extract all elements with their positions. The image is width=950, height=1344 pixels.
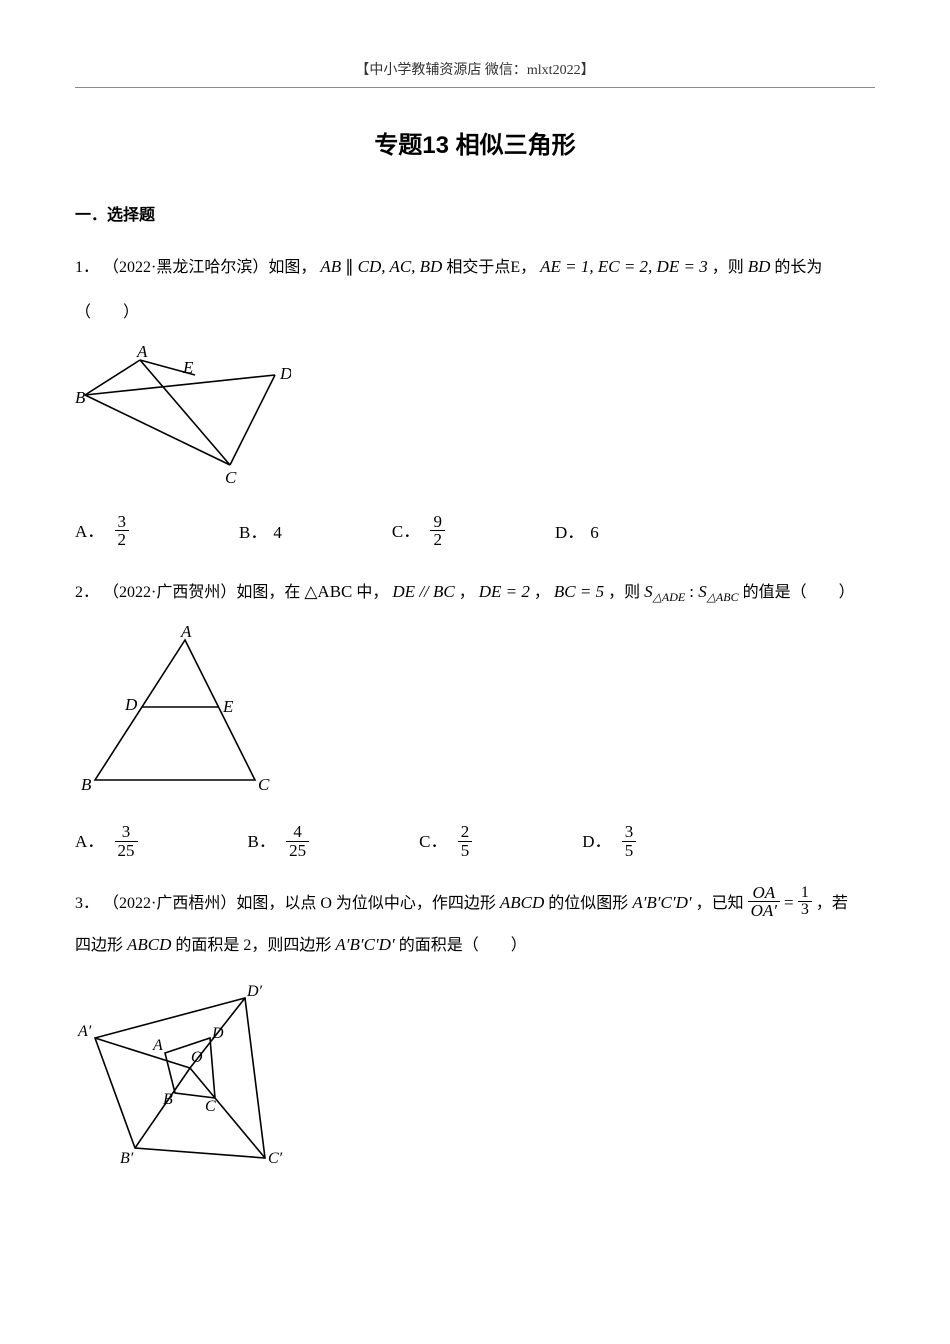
p2-mid1: 中， (356, 584, 388, 601)
problem-1: 1． （2022·黑龙江哈尔滨）如图， AB ∥ CD, AC, BD 相交于点… (75, 248, 875, 331)
choice-1D: D．6 (555, 520, 599, 546)
figure-1: A B C D E (75, 345, 875, 493)
p2-cond1: DE // BC (392, 582, 454, 601)
fig2-E: E (222, 697, 234, 716)
p3-source: （2022·广西梧州）如图，以点 O 为位似中心，作四边形 (103, 895, 500, 912)
figure-3-svg: A B C D O A′ B′ C′ D′ (75, 978, 305, 1168)
p2-tail2: 的值是（ ） (743, 584, 855, 601)
p2-sep1: ， (459, 584, 475, 601)
choice-1A: A． 32 (75, 515, 129, 552)
fig2-A: A (180, 625, 192, 641)
page-header: 【中小学教辅资源店 微信：mlxt2022】 (75, 60, 875, 88)
choice-1B: B．4 (239, 520, 282, 546)
choice-2D: D． 35 (582, 825, 636, 862)
choice-2B: B． 425 (248, 825, 310, 862)
p3-line2b: 的面积是 2，则四边形 (175, 937, 335, 954)
choice-2A: A． 325 (75, 825, 138, 862)
p3-mid2: ，已知 (696, 895, 744, 912)
p2-number: 2． (75, 584, 99, 601)
p2-source: （2022·广西贺州）如图，在 (103, 584, 300, 601)
p3-mid1: 的位似图形 (548, 895, 632, 912)
p3-frac1: OA OA′ (748, 884, 780, 921)
choices-1: A． 32 B．4 C． 92 D．6 (75, 515, 875, 552)
p1-target: BD (748, 257, 771, 276)
p3-line2a: 四边形 (75, 937, 127, 954)
figure-2: A D E B C (75, 625, 875, 803)
fig3-C: C (205, 1098, 216, 1115)
fig3-A: A (152, 1037, 163, 1054)
p3-quad3: ABCD (127, 935, 171, 954)
p2-ratioSep: : (689, 582, 698, 601)
p1-cond1-par: ∥ (345, 257, 354, 276)
p2-ratioR-sub: △ABC (707, 590, 739, 604)
fig2-D: D (124, 695, 138, 714)
fig3-D: D (211, 1025, 224, 1042)
fig3-Bp: B′ (120, 1150, 134, 1167)
page: 【中小学教辅资源店 微信：mlxt2022】 专题13 相似三角形 一．选择题 … (0, 0, 950, 1344)
fig3-Dp: D′ (246, 983, 263, 1000)
fig1-D: D (279, 364, 291, 383)
p3-eq: = (784, 893, 798, 912)
p2-cond2: DE = 2 (479, 582, 530, 601)
fig2-C: C (258, 775, 270, 794)
p2-cond3: BC = 5 (554, 582, 604, 601)
p1-tail1: ，则 (712, 259, 748, 276)
p2-ratioL-sub: △ADE (653, 590, 686, 604)
fig3-O: O (191, 1049, 203, 1066)
p3-quad1: ABCD (500, 893, 544, 912)
p2-tri: △ABC (304, 582, 352, 601)
p1-vals: AE = 1, EC = 2, DE = 3 (540, 257, 708, 276)
fig2-B: B (81, 775, 92, 794)
fig3-Ap: A′ (77, 1023, 92, 1040)
choices-2: A． 325 B． 425 C． 25 D． 35 (75, 825, 875, 862)
p3-line2c: 的面积是（ ） (399, 937, 527, 954)
p3-quad2: A′B′C′D′ (632, 893, 691, 912)
fig1-C: C (225, 468, 237, 485)
p3-quad4: A′B′C′D′ (335, 935, 394, 954)
choice-2C: C． 25 (419, 825, 472, 862)
p1-source: （2022·黑龙江哈尔滨）如图， (103, 259, 316, 276)
p2-tail1: ，则 (608, 584, 644, 601)
p2-sep2: ， (534, 584, 550, 601)
section-heading: 一．选择题 (75, 204, 875, 228)
p3-number: 3． (75, 895, 99, 912)
main-title: 专题13 相似三角形 (75, 128, 875, 164)
figure-1-svg: A B C D E (75, 345, 291, 485)
p1-cond1-post: CD, AC, BD (358, 257, 443, 276)
figure-3: A B C D O A′ B′ C′ D′ (75, 978, 875, 1176)
problem-3: 3． （2022·广西梧州）如图，以点 O 为位似中心，作四边形 ABCD 的位… (75, 884, 875, 964)
problem-2: 2． （2022·广西贺州）如图，在 △ABC 中， DE // BC ， DE… (75, 573, 875, 611)
page-header-text: 【中小学教辅资源店 微信：mlxt2022】 (355, 63, 594, 78)
p1-mid: 相交于点E， (446, 259, 536, 276)
p1-cond1-pre: AB (320, 257, 341, 276)
fig3-Cp: C′ (268, 1150, 283, 1167)
p1-blank: （ ） (75, 304, 139, 321)
p2-ratioR: S (698, 582, 707, 601)
p2-ratioL: S (644, 582, 653, 601)
figure-2-svg: A D E B C (75, 625, 275, 795)
p3-frac2: 1 3 (798, 885, 812, 920)
fig1-A: A (136, 345, 148, 361)
fig1-E: E (182, 358, 194, 377)
p1-tail2: 的长为 (774, 259, 822, 276)
p1-number: 1． (75, 259, 99, 276)
fig3-B: B (163, 1091, 173, 1108)
choice-1C: C． 92 (392, 515, 445, 552)
p3-tail1: ，若 (816, 895, 848, 912)
fig1-B: B (75, 388, 86, 407)
